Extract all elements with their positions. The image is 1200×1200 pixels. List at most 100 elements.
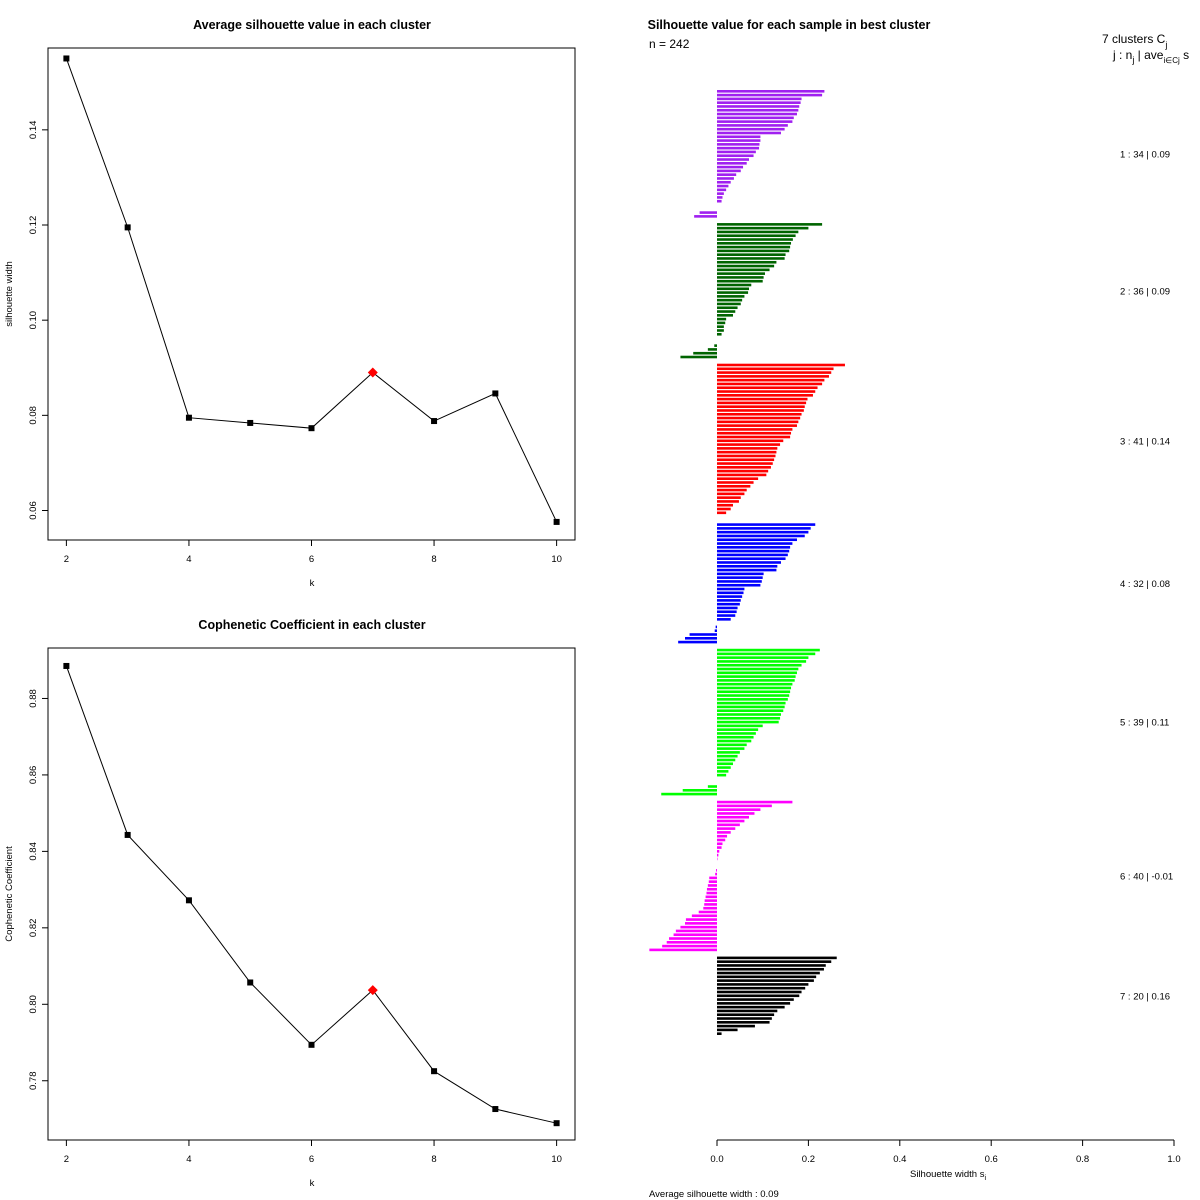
silhouette-bar bbox=[717, 401, 807, 405]
silhouette-bar bbox=[717, 572, 764, 576]
silhouette-bar bbox=[717, 431, 792, 435]
silhouette-bar bbox=[717, 332, 722, 336]
chart-title: Cophenetic Coefficient in each cluster bbox=[198, 618, 425, 632]
cluster-label: 3 : 41 | 0.14 bbox=[1120, 436, 1170, 447]
silhouette-bar bbox=[717, 371, 832, 374]
silhouette-bar bbox=[717, 314, 733, 317]
silhouette-bar bbox=[717, 154, 754, 158]
silhouette-bar bbox=[717, 363, 845, 367]
silhouette-bar bbox=[717, 842, 723, 846]
silhouette-bar bbox=[678, 640, 717, 644]
silhouette-bar bbox=[717, 230, 799, 234]
silhouette-bar bbox=[717, 120, 793, 123]
silhouette-bar bbox=[717, 503, 733, 507]
silhouette-bar bbox=[717, 279, 763, 283]
silhouette-bar bbox=[717, 192, 724, 195]
silhouette-bar bbox=[717, 416, 801, 420]
x-tick-label: 10 bbox=[551, 1154, 562, 1165]
data-point bbox=[124, 831, 131, 838]
silhouette-bar bbox=[717, 523, 816, 526]
silhouette-bar bbox=[717, 682, 793, 686]
silhouette-bar bbox=[717, 310, 736, 313]
plot-frame bbox=[47, 47, 576, 541]
silhouette-bar bbox=[717, 652, 816, 656]
silhouette-bar bbox=[717, 496, 741, 499]
silhouette-bar bbox=[680, 355, 717, 359]
data-point bbox=[308, 1041, 315, 1048]
silhouette-bar bbox=[717, 770, 729, 773]
silhouette-bar bbox=[717, 709, 784, 713]
silhouette-bar bbox=[717, 188, 727, 192]
x-tick-label: 8 bbox=[431, 1154, 436, 1165]
silhouette-bar bbox=[717, 956, 837, 960]
y-tick-label: 0.84 bbox=[28, 842, 39, 861]
silhouette-bar bbox=[717, 971, 820, 975]
silhouette-bar bbox=[717, 127, 785, 131]
silhouette-bar bbox=[717, 291, 749, 294]
silhouette-bar bbox=[717, 557, 786, 560]
y-tick-label: 0.82 bbox=[28, 919, 39, 938]
x-tick-label: 10 bbox=[551, 554, 562, 565]
x-tick-label: 0.6 bbox=[985, 1154, 998, 1165]
cluster-label: 5 : 39 | 0.11 bbox=[1120, 718, 1169, 729]
data-point bbox=[553, 518, 560, 525]
silhouette-bar bbox=[717, 272, 765, 275]
silhouette-bar bbox=[717, 390, 816, 393]
silhouette-bar bbox=[717, 983, 809, 986]
silhouette-bar bbox=[717, 1028, 738, 1032]
silhouette-bar bbox=[715, 872, 717, 876]
silhouette-bar bbox=[717, 705, 785, 709]
data-point bbox=[247, 979, 254, 986]
silhouette-bar bbox=[717, 90, 825, 93]
x-tick-label: 8 bbox=[431, 554, 436, 565]
silhouette-bar bbox=[717, 819, 745, 823]
silhouette-bar bbox=[717, 747, 745, 750]
silhouette-bar bbox=[704, 903, 717, 906]
x-tick-label: 0.4 bbox=[893, 1154, 906, 1165]
x-tick-label: 2 bbox=[64, 554, 69, 565]
silhouette-bar bbox=[717, 93, 823, 97]
silhouette-bar bbox=[714, 629, 717, 633]
data-point bbox=[492, 390, 499, 397]
silhouette-bar bbox=[707, 884, 717, 887]
data-point bbox=[63, 662, 70, 669]
y-tick-label: 0.78 bbox=[28, 1071, 39, 1090]
silhouette-bar bbox=[717, 105, 800, 108]
silhouette-bar bbox=[717, 283, 752, 287]
silhouette-bar bbox=[717, 679, 795, 682]
silhouette-bar bbox=[717, 975, 817, 979]
silhouette-bar bbox=[717, 850, 720, 853]
silhouette-bar bbox=[717, 998, 794, 1001]
silhouette-bar bbox=[717, 458, 775, 462]
cluster-label: 2 : 36 | 0.09 bbox=[1120, 286, 1170, 297]
x-axis-ticks: 0.0 0.2 0.4 0.6 0.8 1.0 bbox=[710, 1140, 1181, 1165]
cluster-label: 6 : 40 | -0.01 bbox=[1120, 872, 1173, 883]
silhouette-bar bbox=[649, 948, 717, 952]
silhouette-bar bbox=[717, 614, 736, 617]
silhouette-bar bbox=[717, 694, 790, 697]
silhouette-bar bbox=[717, 405, 805, 408]
silhouette-bar bbox=[717, 245, 791, 249]
silhouette-bar bbox=[717, 295, 745, 298]
silhouette-bar bbox=[717, 466, 771, 469]
silhouette-bar bbox=[717, 1005, 785, 1009]
y-tick-label: 0.10 bbox=[28, 311, 39, 330]
silhouette-bar bbox=[717, 1021, 770, 1024]
series bbox=[63, 662, 560, 1127]
silhouette-bar bbox=[717, 964, 826, 967]
silhouette-bar bbox=[689, 633, 717, 636]
silhouette-bar bbox=[717, 713, 781, 716]
silhouette-bar bbox=[707, 785, 717, 788]
silhouette-bar bbox=[717, 754, 738, 758]
silhouette-bar bbox=[717, 268, 770, 272]
silhouette-bar bbox=[717, 610, 737, 614]
silhouette-bar bbox=[717, 762, 733, 766]
silhouette-bar bbox=[717, 412, 802, 416]
silhouette-bar bbox=[717, 143, 760, 146]
silhouette-bar bbox=[717, 226, 809, 230]
silhouette-bar bbox=[717, 276, 764, 279]
x-tick-label: 0.8 bbox=[1076, 1154, 1089, 1165]
silhouette-bar bbox=[717, 546, 791, 549]
silhouette-bar bbox=[717, 264, 775, 268]
silhouette-bar bbox=[717, 599, 741, 602]
